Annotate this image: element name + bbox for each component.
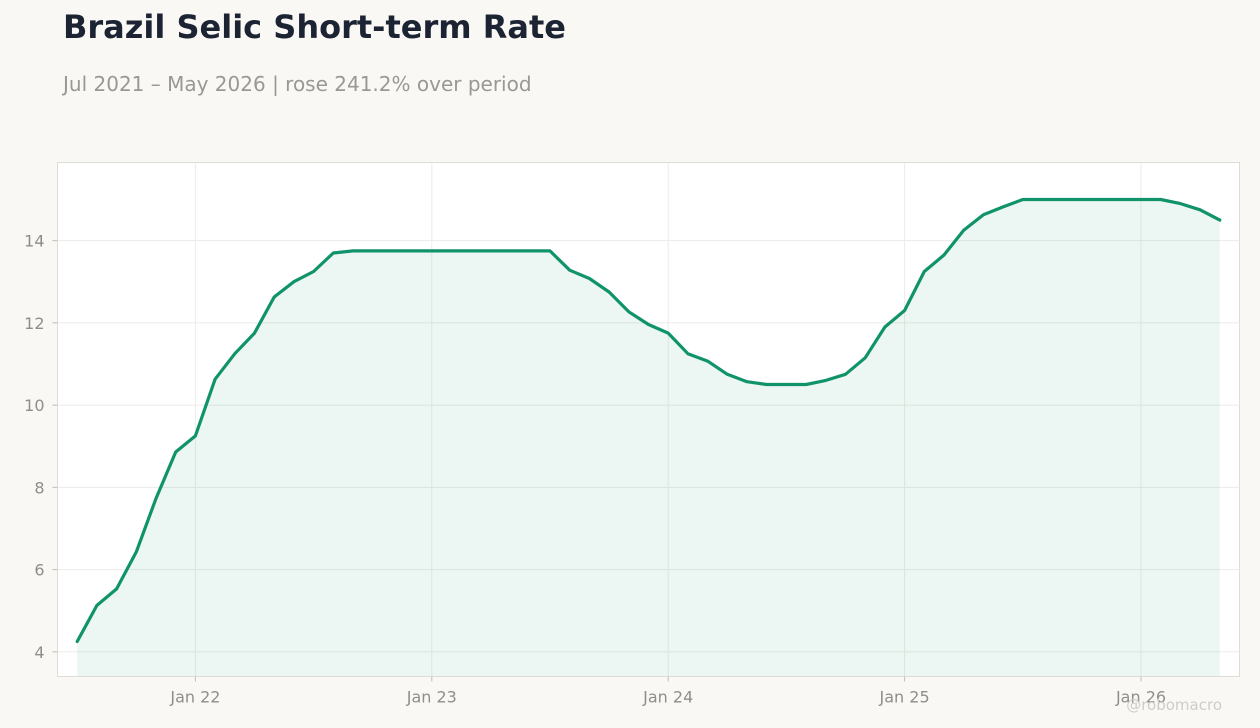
y-tick-label: 10: [24, 396, 44, 415]
area-fill: [77, 199, 1220, 676]
x-tick-label: Jan 24: [642, 688, 693, 707]
y-tick-label: 14: [24, 232, 44, 251]
x-tick-label: Jan 23: [406, 688, 457, 707]
y-tick-label: 4: [34, 643, 44, 662]
x-axis: Jan 22 Jan 23 Jan 24 Jan 25 Jan 26: [169, 676, 1166, 707]
y-tick-label: 12: [24, 314, 44, 333]
plot-area: [57, 162, 1240, 677]
y-tick-label: 6: [34, 561, 44, 580]
series-line: [75, 197, 1222, 644]
x-tick-label: Jan 22: [169, 688, 220, 707]
y-axis: 4 6 8 10 12 14: [24, 232, 58, 662]
watermark: @robomacro: [1126, 696, 1222, 714]
y-tick-label: 8: [34, 478, 44, 497]
x-tick-label: Jan 25: [879, 688, 930, 707]
chart-title: Brazil Selic Short-term Rate: [63, 8, 566, 46]
x-tick-label: Jan 26: [1115, 688, 1166, 707]
chart-subtitle: Jul 2021 – May 2026 | rose 241.2% over p…: [63, 72, 532, 96]
